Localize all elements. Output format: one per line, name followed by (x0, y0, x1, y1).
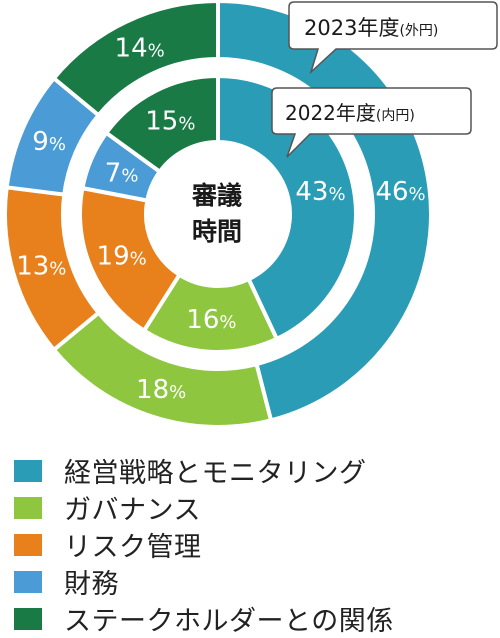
legend-swatch-risk (14, 533, 42, 556)
legend-label-risk: リスク管理 (64, 532, 202, 563)
callout-2023-year: 2023年度 (304, 16, 399, 40)
legend-item-strategy: 経営戦略とモニタリング (14, 452, 494, 489)
inner-label-governance: 16% (186, 305, 236, 335)
inner-label-stakeholder: 15% (145, 106, 195, 136)
center-label-line-1: 審議 (191, 181, 242, 210)
callout-2023: 2023年度(外円) (288, 1, 498, 75)
outer-ring-2023 (3, 0, 433, 429)
legend-label-governance: ガバナンス (64, 495, 201, 526)
callout-2022-note: (内円) (376, 108, 415, 124)
legend-item-stakeholder: ステークホルダーとの関係 (14, 600, 494, 637)
outer-slice-stakeholder (51, 0, 220, 118)
outer-label-stakeholder: 14% (115, 34, 165, 64)
legend-swatch-governance (14, 496, 42, 519)
legend-swatch-stakeholder (14, 607, 42, 630)
inner-label-risk: 19% (97, 242, 147, 272)
legend-label-strategy: 経営戦略とモニタリング (64, 458, 367, 489)
outer-label-risk: 13% (16, 251, 66, 281)
inner-label-strategy: 43% (295, 177, 345, 207)
inner-label-finance: 7% (105, 158, 139, 188)
callout-2023-note: (外円) (399, 23, 438, 39)
legend: 経営戦略とモニタリング ガバナンス リスク管理 財務 ステークホルダーとの関係 (14, 452, 494, 637)
legend-swatch-finance (14, 570, 42, 593)
slice-labels: 46% 18% 13% 9% 14% 43% 16% 19% 7%15% (16, 34, 425, 405)
inner-slice-stakeholder (104, 74, 220, 174)
outer-label-finance: 9% (32, 127, 66, 157)
legend-item-finance: 財務 (14, 563, 494, 600)
center-label: 審議 時間 (191, 181, 242, 246)
legend-label-stakeholder: ステークホルダーとの関係 (64, 606, 394, 637)
legend-swatch-strategy (14, 459, 42, 482)
donut-chart: 46% 18% 13% 9% 14% 43% 16% 19% 7%15% 審議 時間 2023年… (3, 0, 498, 429)
legend-item-risk: リスク管理 (14, 526, 494, 563)
callout-2022: 2022年度(内円) (271, 87, 472, 158)
svg-text:2023年度(外円): 2023年度(外円) (304, 16, 438, 40)
outer-label-strategy: 46% (375, 177, 425, 207)
legend-item-governance: ガバナンス (14, 489, 494, 526)
center-label-line-2: 時間 (192, 217, 242, 246)
svg-text:2022年度(内円): 2022年度(内円) (285, 101, 415, 125)
legend-label-finance: 財務 (64, 569, 119, 600)
outer-label-governance: 18% (136, 375, 186, 405)
callout-2022-year: 2022年度 (285, 101, 376, 125)
